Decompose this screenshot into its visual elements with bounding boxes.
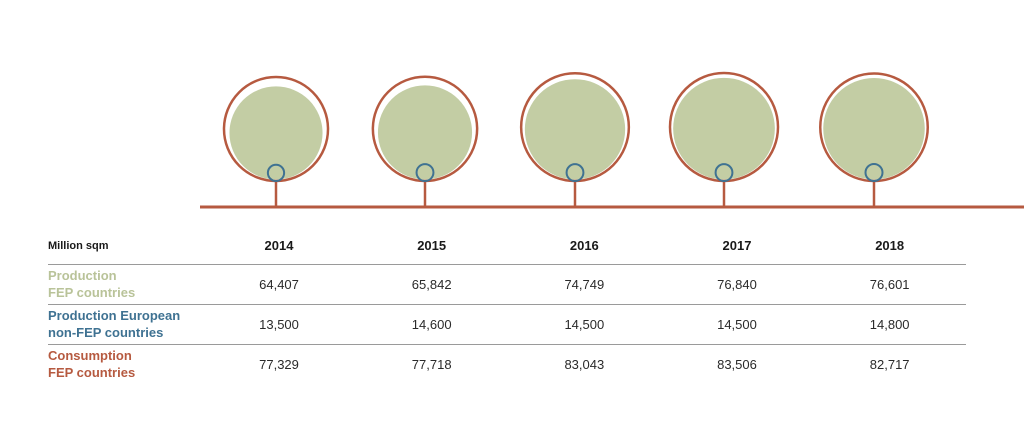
table-cell: 13,500 — [259, 316, 299, 332]
table-cell: 83,043 — [564, 356, 605, 372]
year-header: 2018 — [875, 238, 905, 254]
table-cell: 14,600 — [411, 316, 452, 332]
production-non-fep-bubble — [415, 163, 435, 183]
production-non-fep-bubble — [266, 163, 286, 183]
table-cell: 76,601 — [869, 276, 910, 292]
bubble-chart — [200, 71, 1024, 209]
row-label-line: Production — [48, 268, 117, 283]
table-cell: 76,840 — [717, 276, 757, 292]
row-label-line: FEP countries — [48, 285, 136, 300]
production-non-fep-bubble — [864, 163, 884, 182]
row-label-line: FEP countries — [48, 365, 136, 381]
table-header-row: Million sqm 2014 2015 2016 2017 2018 — [48, 228, 966, 264]
production-fep-bubble — [377, 85, 473, 180]
table-cell: 14,500 — [717, 316, 757, 332]
bubble-group — [222, 71, 929, 207]
year-header: 2015 — [417, 238, 447, 254]
row-label-line: Production European — [48, 308, 181, 323]
production-fep-bubble — [673, 77, 775, 180]
row-label-consumption-fep: Consumption FEP countries — [48, 344, 203, 384]
table-cell: 77,329 — [259, 356, 299, 372]
table-cell: 14,500 — [564, 316, 605, 332]
row-label-production-fep: Production FEP countries — [48, 264, 203, 304]
production-fep-bubble — [524, 79, 626, 180]
table-row: Consumption FEP countries 77,329 77,718 … — [48, 344, 966, 384]
table-row: Production FEP countries 64,407 65,842 7… — [48, 264, 966, 304]
row-label-line: non-FEP countries — [48, 325, 164, 340]
table-cell: 77,718 — [411, 356, 452, 372]
year-header: 2014 — [264, 238, 294, 254]
year-header: 2016 — [569, 238, 599, 254]
table-cell: 74,749 — [564, 276, 605, 292]
unit-label: Million sqm — [48, 239, 109, 252]
row-label-line: Consumption — [48, 348, 132, 364]
production-non-fep-bubble — [714, 163, 734, 183]
table-cell: 83,506 — [717, 356, 757, 372]
table-cell: 82,717 — [869, 356, 910, 372]
row-label-production-non-fep: Production European non-FEP countries — [48, 304, 203, 344]
table-cell: 64,407 — [259, 276, 299, 292]
table-cell: 14,800 — [869, 316, 910, 332]
production-non-fep-bubble — [565, 163, 585, 183]
year-header: 2017 — [722, 238, 752, 254]
production-fep-bubble — [229, 86, 323, 180]
production-fep-bubble — [823, 77, 925, 180]
data-table: Million sqm 2014 2015 2016 2017 2018 Pro… — [48, 228, 966, 384]
table-row: Production European non-FEP countries 13… — [48, 304, 966, 344]
table-cell: 65,842 — [411, 276, 452, 292]
